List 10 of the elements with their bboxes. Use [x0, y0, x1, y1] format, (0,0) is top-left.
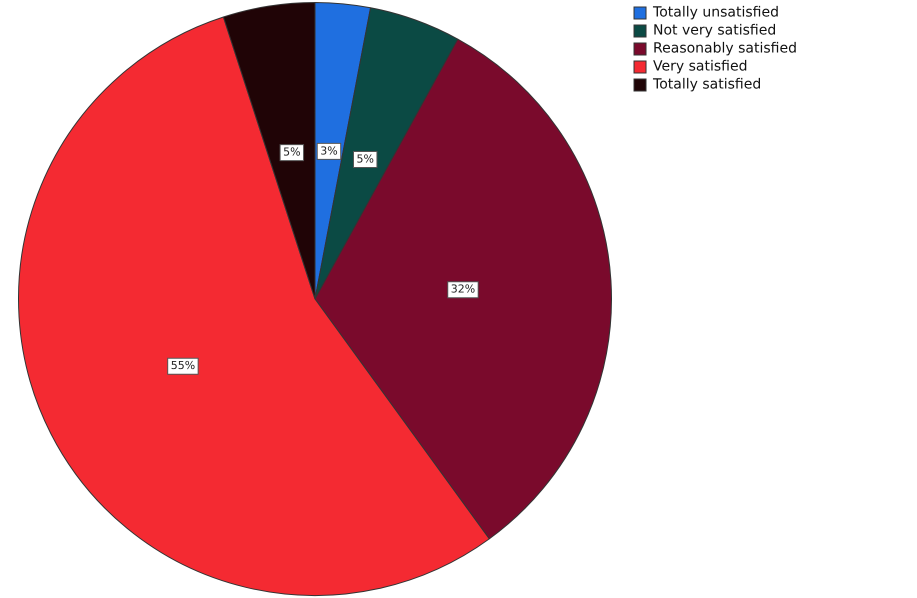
data-label: 5%: [283, 145, 301, 158]
data-label: 32%: [450, 282, 476, 296]
legend-label: Not very satisfied: [653, 22, 776, 39]
legend-label: Reasonably satisfied: [653, 40, 798, 57]
legend-label: Very satisfied: [653, 58, 748, 75]
legend-label: Totally satisfied: [652, 76, 762, 93]
data-label: 3%: [320, 144, 338, 158]
data-label: 55%: [170, 359, 196, 372]
legend-label: Totally unsatisfied: [652, 4, 779, 21]
data-label: 5%: [356, 152, 374, 166]
